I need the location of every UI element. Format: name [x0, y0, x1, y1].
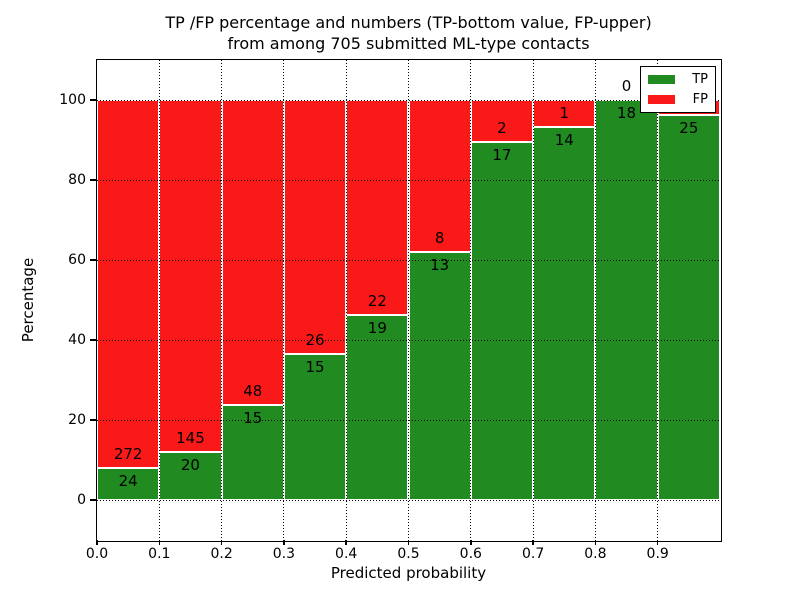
x-axis-tick-label: 0.5	[397, 546, 420, 562]
x-axis-tick-label: 0.1	[148, 546, 171, 562]
bar-segment-tp	[657, 115, 720, 500]
y-axis-tick-label: 60	[68, 252, 86, 268]
legend-label: FP	[692, 91, 708, 107]
bar-count-label-tp: 14	[554, 130, 574, 149]
x-axis-tick-label: 0.4	[335, 546, 358, 562]
y-axis-tick-label: 80	[68, 172, 86, 188]
bar-count-label-tp: 20	[180, 455, 200, 474]
bar-segment-fp	[346, 100, 409, 315]
legend-entry: TP	[648, 72, 708, 87]
bar-segment-fp	[221, 100, 284, 405]
x-axis-tick	[96, 540, 98, 545]
bar-segment-tp	[408, 252, 471, 500]
y-axis-label: Percentage	[19, 257, 37, 343]
bar-count-label-fp: 0	[621, 77, 632, 95]
y-axis-tick-label: 40	[68, 332, 86, 348]
bar-segment-tp	[346, 314, 409, 500]
bar-count-label-fp: 145	[176, 428, 205, 447]
bar-segment-tp	[221, 404, 284, 500]
chart-title-line-1: TP /FP percentage and numbers (TP-bottom…	[165, 13, 652, 32]
legend: TP FP	[640, 66, 716, 113]
x-axis-tick-label: 0.2	[210, 546, 233, 562]
bar-segment-fp	[283, 100, 347, 354]
bar-segment-tp	[533, 126, 596, 500]
bar-count-label-fp: 22	[367, 291, 387, 310]
bar-count-label-fp: 8	[434, 229, 445, 248]
y-axis-tick	[90, 499, 96, 501]
bar-count-label-tp: 18	[617, 104, 637, 122]
bar-count-label-fp: 48	[243, 381, 263, 400]
x-axis-tick	[407, 540, 410, 545]
bar-count-label-tp: 17	[492, 146, 512, 165]
bar-count-label-fp: 26	[305, 330, 325, 349]
bar-count-label-fp: 2	[497, 119, 507, 138]
bar-count-label-tp: 15	[305, 357, 325, 376]
bar-count-label-tp: 13	[430, 256, 450, 275]
bar-segment-fp	[159, 100, 222, 452]
x-axis-tick	[345, 540, 347, 545]
legend-entry: FP	[648, 92, 708, 107]
x-axis-tick-label: 0.8	[584, 546, 607, 562]
x-axis-tick	[470, 540, 472, 545]
legend-label: TP	[692, 72, 708, 88]
y-axis-tick-label: 0	[77, 492, 86, 508]
bar-segment-tp	[97, 467, 160, 500]
y-axis-tick	[90, 259, 96, 261]
x-axis-tick-label: 0.3	[272, 546, 296, 562]
bar-segment-fp	[97, 100, 160, 468]
legend-swatch-tp-icon	[648, 75, 675, 85]
x-axis-tick-label: 0.9	[646, 546, 669, 562]
bar-count-label-tp: 24	[118, 471, 138, 490]
x-axis-tick	[656, 540, 659, 545]
bar-count-label-fp: 272	[113, 444, 143, 463]
bar-count-label-fp: 1	[559, 103, 570, 122]
x-axis-tick	[532, 540, 534, 545]
y-axis-tick	[90, 339, 96, 341]
plot-area: 2722414520481526152219813217114018125	[95, 58, 722, 542]
x-axis-tick-label: 0.7	[521, 546, 545, 562]
x-axis-tick	[158, 540, 161, 545]
chart-title-line-2: from among 705 submitted ML-type contact…	[227, 34, 590, 53]
y-axis-tick	[90, 179, 96, 181]
bar-segment-tp	[470, 142, 534, 500]
x-axis-tick	[220, 540, 223, 545]
x-axis-tick-label: 0.6	[459, 546, 482, 562]
bar-count-label-tp: 15	[243, 408, 263, 427]
bar-count-label-tp: 25	[679, 119, 699, 138]
x-axis-label: Predicted probability	[330, 564, 487, 582]
x-axis-tick	[594, 540, 597, 545]
y-axis-tick	[90, 419, 96, 421]
x-axis-tick-label: 0.0	[85, 546, 109, 562]
bar-segment-fp	[408, 100, 471, 253]
chart-title: TP /FP percentage and numbers (TP-bottom…	[97, 12, 720, 54]
y-axis-tick	[90, 99, 96, 101]
y-axis-tick-label: 100	[59, 92, 86, 108]
bar-segment-tp	[283, 353, 347, 500]
bar-segment-tp	[595, 100, 658, 500]
legend-swatch-fp-icon	[648, 94, 675, 104]
bar-segment-tp	[159, 451, 222, 500]
bar-count-label-tp: 19	[367, 318, 387, 337]
bar-segment-fp	[470, 100, 534, 143]
y-axis-tick-label: 20	[68, 412, 86, 428]
x-axis-tick	[283, 540, 285, 545]
